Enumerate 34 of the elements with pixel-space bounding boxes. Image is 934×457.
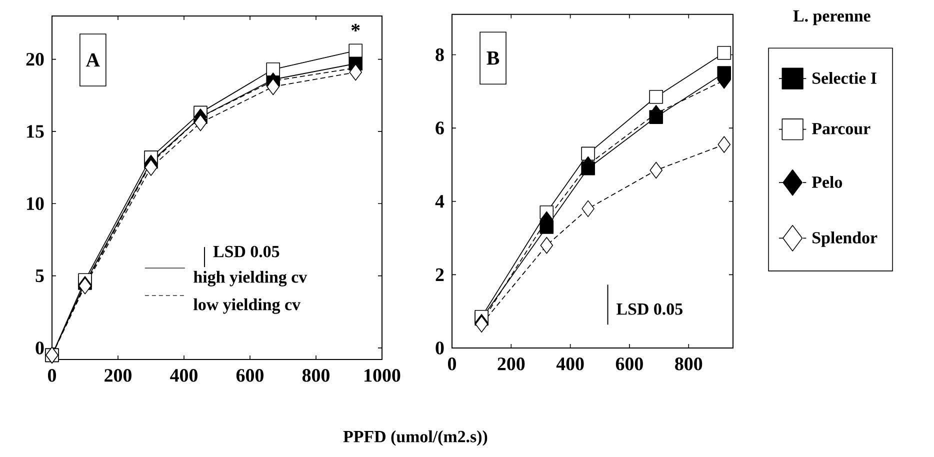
y-tick-label: 2 xyxy=(436,268,444,281)
y-tick-label: 5 xyxy=(36,270,44,282)
x-tick-label: 0 xyxy=(448,358,456,370)
x-tick-label: 0 xyxy=(48,369,56,382)
y-tick-label: 4 xyxy=(435,195,444,208)
x-tick-label: 600 xyxy=(616,358,643,370)
x-tick-label: 400 xyxy=(170,369,198,382)
y-tick-label: 10 xyxy=(27,197,44,210)
text: B xyxy=(486,52,500,65)
annotation: low yielding cv xyxy=(194,298,300,314)
x-tick-label: 800 xyxy=(675,358,702,370)
legend-label: Pelo xyxy=(812,176,842,188)
x-tick-label: 400 xyxy=(556,358,584,370)
text: A xyxy=(86,53,100,67)
legend-label: Selectie I xyxy=(812,72,876,84)
legend-label: Parcour xyxy=(812,123,870,134)
x-axis-title: PPFD (umol/(m2.s)) xyxy=(343,430,488,446)
x-tick-label: 600 xyxy=(236,369,264,382)
y-tick-label: 15 xyxy=(27,125,44,138)
x-tick-label: 200 xyxy=(104,369,132,382)
y-tick-label: 6 xyxy=(436,122,444,134)
annotation: LSD 0.05 xyxy=(616,303,682,315)
annotation: * xyxy=(351,24,360,32)
legend-title: L. perenne xyxy=(793,10,870,26)
y-tick-label: 8 xyxy=(436,48,444,62)
y-tick-label: 0 xyxy=(436,342,444,354)
x-tick-label: 800 xyxy=(302,369,330,382)
annotation: LSD 0.05 xyxy=(213,246,280,258)
x-tick-label: 1000 xyxy=(364,369,400,382)
y-tick-label: 0 xyxy=(36,342,44,354)
legend-label: Splendor xyxy=(812,232,878,247)
y-tick-label: 20 xyxy=(26,52,44,66)
x-tick-label: 200 xyxy=(498,358,525,370)
annotation: high yielding cv xyxy=(194,270,308,286)
